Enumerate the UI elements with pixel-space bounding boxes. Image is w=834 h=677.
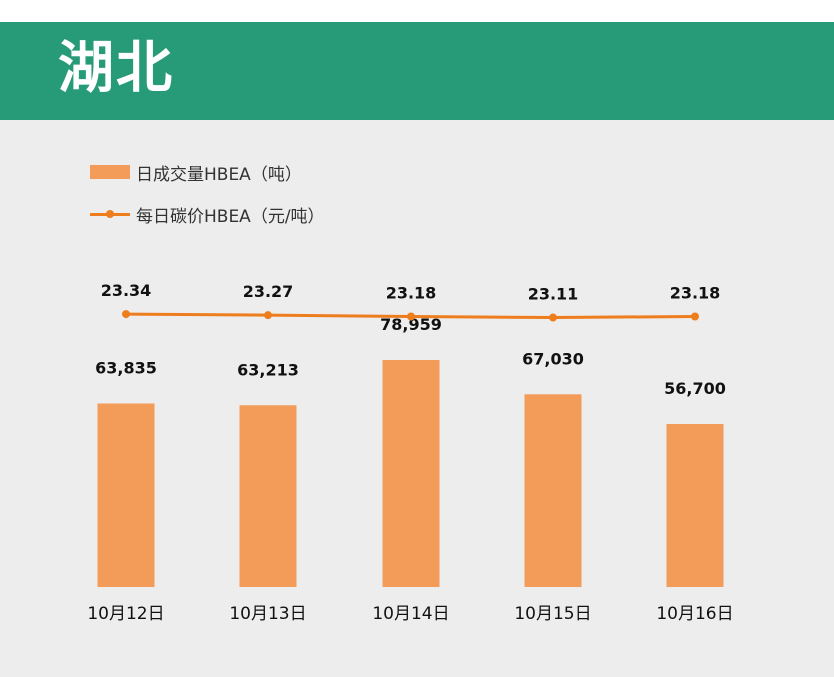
price-point-5 xyxy=(691,312,699,321)
price-point-1 xyxy=(122,310,130,319)
price-value-label-2: 23.27 xyxy=(243,282,294,301)
x-tick-label-5: 10月16日 xyxy=(656,604,733,624)
price-value-label-1: 23.34 xyxy=(101,281,152,300)
x-tick-label-1: 10月12日 xyxy=(87,604,164,624)
x-tick-label-4: 10月15日 xyxy=(514,604,591,624)
header-banner: 湖北 xyxy=(0,22,834,120)
bar-3 xyxy=(382,359,440,587)
page-title: 湖北 xyxy=(58,36,174,101)
price-value-label-5: 23.18 xyxy=(670,284,721,303)
bar-value-label-5: 56,700 xyxy=(664,379,726,398)
legend-price-label: 每日碳价HBEA（元/吨） xyxy=(136,206,325,227)
legend-item-price: 每日碳价HBEA（元/吨） xyxy=(90,202,325,227)
price-point-4 xyxy=(549,313,557,322)
bar-1 xyxy=(97,403,155,587)
price-value-label-4: 23.11 xyxy=(528,285,579,304)
legend-item-volume: 日成交量HBEA（吨） xyxy=(90,160,302,185)
bar-value-label-3: 78,959 xyxy=(380,315,442,334)
bar-5 xyxy=(666,423,724,587)
price-point-2 xyxy=(264,311,272,320)
price-value-label-3: 23.18 xyxy=(386,284,437,303)
price-point-3 xyxy=(407,312,415,321)
x-tick-label-2: 10月13日 xyxy=(229,604,306,624)
bar-4 xyxy=(524,394,582,587)
x-tick-label-3: 10月14日 xyxy=(372,604,449,624)
legend-volume-label: 日成交量HBEA（吨） xyxy=(136,164,302,185)
bar-value-label-1: 63,835 xyxy=(95,358,157,377)
bar-2 xyxy=(239,405,297,587)
bar-value-label-4: 67,030 xyxy=(522,349,584,368)
legend-line-swatch xyxy=(90,207,130,221)
legend-bar-swatch xyxy=(90,165,130,179)
bar-value-label-2: 63,213 xyxy=(237,360,299,379)
